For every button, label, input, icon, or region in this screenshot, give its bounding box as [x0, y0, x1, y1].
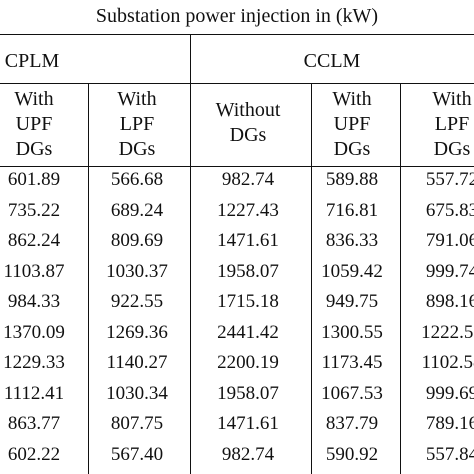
table-cell: 1102.58	[421, 352, 474, 373]
table-title: Substation power injection in (kW)	[95, 5, 379, 27]
column-subheader-4-line-3: DGs	[333, 138, 371, 160]
column-subheader-3-line-2: DGs	[229, 124, 267, 146]
table-cell: 1958.07	[217, 382, 279, 404]
table-cell: 1370.09	[3, 321, 65, 343]
column-subheader-5-line-2: LPF	[434, 113, 470, 135]
divider-col-1	[88, 83, 89, 474]
rule-group	[0, 83, 474, 84]
table-cell: 1067.53	[321, 382, 383, 404]
divider-groups	[190, 34, 191, 474]
table-cell: 1229.33	[3, 352, 65, 373]
rule-top	[0, 34, 474, 35]
table-cell: 982.74	[221, 169, 275, 190]
table-cell: 602.22	[7, 443, 61, 465]
table-cell: 789.16	[425, 413, 474, 434]
group-header-cclm: CCLM	[303, 50, 361, 72]
table-cell: 837.79	[325, 413, 379, 434]
table-cell: 1300.55	[321, 321, 383, 343]
table-cell: 590.92	[325, 443, 379, 465]
table-cell: 2200.19	[217, 352, 279, 373]
column-subheader-2-line-3: DGs	[118, 138, 156, 160]
table-cell: 589.88	[325, 169, 379, 190]
table-cell: 1103.87	[3, 260, 65, 282]
table-cell: 949.75	[325, 291, 379, 312]
table-cell: 557.72	[425, 169, 474, 190]
table-cell: 1140.27	[106, 352, 168, 373]
table-cell: 999.69	[425, 382, 474, 404]
table-cell: 863.77	[7, 413, 61, 434]
table-cell: 1222.58	[421, 321, 474, 343]
table-cell: 898.16	[425, 291, 474, 312]
column-subheader-1-line-1: With	[14, 88, 54, 110]
table-cell: 735.22	[7, 199, 61, 221]
column-subheader-1-line-2: UPF	[15, 113, 53, 135]
column-subheader-1-line-3: DGs	[15, 138, 53, 160]
table-cell: 716.81	[325, 199, 379, 221]
table-cell: 1715.18	[217, 291, 279, 312]
column-subheader-3-line-1: Without	[215, 99, 281, 121]
table-cell: 1471.61	[217, 230, 279, 251]
column-subheader-2-line-2: LPF	[119, 113, 155, 135]
table-cell: 862.24	[7, 230, 61, 251]
table-cell: 1227.43	[217, 199, 279, 221]
table-cell: 1269.36	[106, 321, 168, 343]
table-cell: 922.55	[110, 291, 164, 312]
table-cell: 809.69	[110, 230, 164, 251]
table-cell: 1112.41	[3, 382, 65, 404]
table-cell: 601.89	[7, 169, 61, 190]
divider-col-4	[400, 83, 401, 474]
group-header-cplm: CPLM	[4, 50, 60, 72]
table-cell: 567.40	[110, 443, 164, 465]
table-cell: 999.74	[425, 260, 474, 282]
table-cell: 1173.45	[321, 352, 383, 373]
rule-header	[0, 166, 474, 167]
table-cell: 1958.07	[217, 260, 279, 282]
column-subheader-5-line-3: DGs	[433, 138, 471, 160]
table-cell: 807.75	[110, 413, 164, 434]
divider-col-3	[311, 83, 312, 474]
table-cell: 982.74	[221, 443, 275, 465]
table-cell: 675.83	[425, 199, 474, 221]
table-cell: 1059.42	[321, 260, 383, 282]
table-cell: 689.24	[110, 199, 164, 221]
table-cell: 1030.34	[106, 382, 168, 404]
table-cell: 566.68	[110, 169, 164, 190]
column-subheader-2-line-1: With	[117, 88, 157, 110]
table-cell: 791.06	[425, 230, 474, 251]
column-subheader-5-line-1: With	[432, 88, 472, 110]
table-cell: 1471.61	[217, 413, 279, 434]
table-cell: 2441.42	[217, 321, 279, 343]
table-cell: 557.84	[425, 443, 474, 465]
column-subheader-4-line-1: With	[332, 88, 372, 110]
table-cell: 984.33	[7, 291, 61, 312]
column-subheader-4-line-2: UPF	[333, 113, 371, 135]
table-cell: 836.33	[325, 230, 379, 251]
table-cell: 1030.37	[106, 260, 168, 282]
